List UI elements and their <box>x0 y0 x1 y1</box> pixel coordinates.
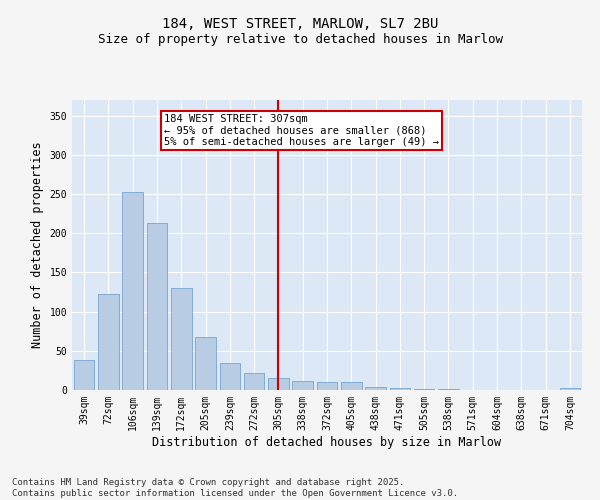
Bar <box>244 373 265 390</box>
Text: 184 WEST STREET: 307sqm
← 95% of detached houses are smaller (868)
5% of semi-de: 184 WEST STREET: 307sqm ← 95% of detache… <box>164 114 439 148</box>
Text: Size of property relative to detached houses in Marlow: Size of property relative to detached ho… <box>97 32 503 46</box>
Bar <box>195 338 216 390</box>
Bar <box>122 192 143 390</box>
Bar <box>146 223 167 390</box>
X-axis label: Distribution of detached houses by size in Marlow: Distribution of detached houses by size … <box>152 436 502 448</box>
Bar <box>268 378 289 390</box>
Bar <box>171 288 191 390</box>
Bar <box>365 387 386 390</box>
Bar <box>317 382 337 390</box>
Bar <box>414 389 434 390</box>
Bar <box>438 389 459 390</box>
Bar <box>560 388 580 390</box>
Bar <box>292 382 313 390</box>
Bar <box>220 362 240 390</box>
Text: Contains HM Land Registry data © Crown copyright and database right 2025.
Contai: Contains HM Land Registry data © Crown c… <box>12 478 458 498</box>
Bar <box>389 388 410 390</box>
Bar <box>74 360 94 390</box>
Bar <box>341 382 362 390</box>
Bar <box>98 294 119 390</box>
Text: 184, WEST STREET, MARLOW, SL7 2BU: 184, WEST STREET, MARLOW, SL7 2BU <box>162 18 438 32</box>
Y-axis label: Number of detached properties: Number of detached properties <box>31 142 44 348</box>
